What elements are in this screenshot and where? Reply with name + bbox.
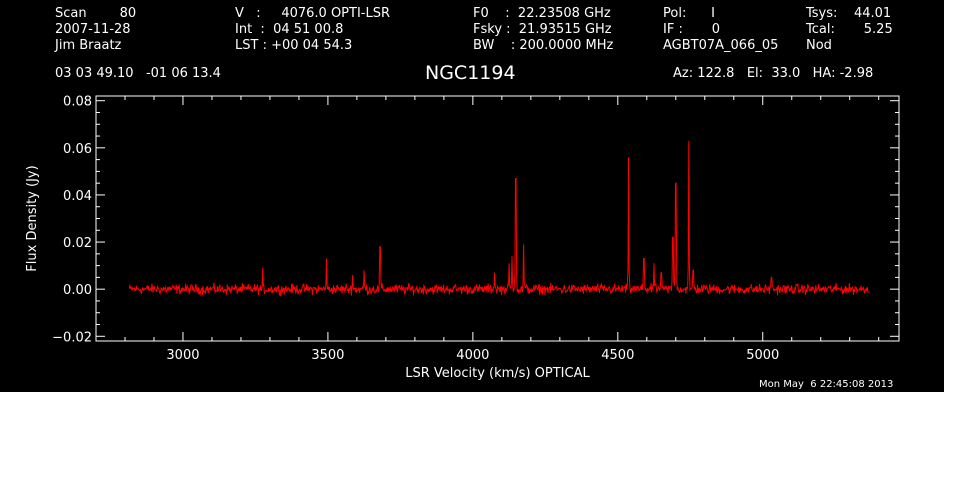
x-axis-label: LSR Velocity (km/s) OPTICAL <box>405 366 590 381</box>
y-tick-label: 0.08 <box>63 95 92 110</box>
x-tick-label: 4000 <box>456 348 489 363</box>
header-tcal: Tcal: 5.25 <box>806 22 893 37</box>
header-lst: LST : +00 04 54.3 <box>235 38 353 53</box>
y-tick-label: 0.04 <box>63 189 92 204</box>
x-tick-label: 5000 <box>746 348 779 363</box>
axis-ticks <box>96 96 899 341</box>
header-project: AGBT07A_066_05 <box>663 38 779 53</box>
y-axis-label: Flux Density (Jy) <box>25 165 40 271</box>
header-date: 2007-11-28 <box>55 22 131 37</box>
header-observer: Jim Braatz <box>55 38 122 53</box>
header-velocity: V : 4076.0 OPTI-LSR <box>235 6 391 21</box>
x-tick-label: 4500 <box>601 348 634 363</box>
header-integration: Int : 04 51 00.8 <box>235 22 344 37</box>
header-sky-freq: Fsky : 21.93515 GHz <box>473 22 612 37</box>
header-rest-freq: F0 : 22.23508 GHz <box>473 6 611 21</box>
header-scan: Scan 80 <box>55 6 137 21</box>
header-if: IF : 0 <box>663 22 721 37</box>
header-coordinates: 03 03 49.10 -01 06 13.4 <box>55 66 221 81</box>
axis-tick-labels: 3000 3500 4000 4500 5000 −0.02 0.00 0.02 0.04 0.0… <box>52 95 779 363</box>
object-name: NGC1194 <box>425 62 516 84</box>
header-pointing: Az: 122.8 El: 33.0 HA: -2.98 <box>673 66 874 81</box>
header-bandwidth: BW : 200.0000 MHz <box>473 38 614 53</box>
spectrum-chart: 3000 3500 4000 4500 5000 −0.02 0.00 0.02 0.04 0.0… <box>25 95 900 381</box>
header-polarization: Pol: I <box>663 6 715 21</box>
y-tick-label: 0.00 <box>63 283 92 298</box>
spectrum-trace <box>128 140 869 297</box>
y-tick-label: −0.02 <box>52 330 92 345</box>
y-tick-label: 0.06 <box>63 142 92 157</box>
plot-frame <box>95 95 900 342</box>
timestamp: Mon May 6 22:45:08 2013 <box>759 379 894 390</box>
y-tick-label: 0.02 <box>63 236 92 251</box>
header-procedure: Nod <box>806 38 832 53</box>
plot-panel: Scan 80 2007-11-28 Jim Braatz V : 4076.0… <box>0 0 944 392</box>
x-tick-label: 3000 <box>166 348 199 363</box>
header-tsys: Tsys: 44.01 <box>806 6 892 21</box>
x-tick-label: 3500 <box>311 348 344 363</box>
